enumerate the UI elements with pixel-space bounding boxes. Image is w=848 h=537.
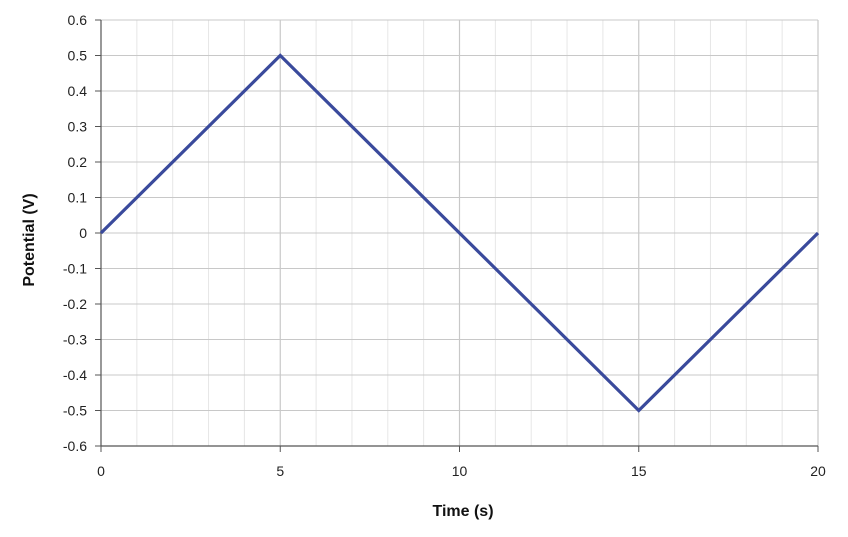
x-tick-labels: 0 5 10 15 20 (97, 463, 826, 479)
x-tick-label: 5 (276, 463, 284, 479)
y-tick-label: 0 (79, 225, 87, 241)
y-tick-label: 0.3 (68, 119, 88, 135)
y-tick-label: 0.1 (68, 190, 88, 206)
y-tick-label: -0.4 (63, 367, 87, 383)
y-tick-label: 0.2 (68, 154, 88, 170)
y-tick-label: 0.5 (68, 48, 88, 64)
y-tick-label: 0.6 (68, 12, 88, 28)
y-tick-label: -0.5 (63, 403, 87, 419)
x-tick-label: 0 (97, 463, 105, 479)
y-tick-label: -0.6 (63, 438, 87, 454)
x-tick-label: 20 (810, 463, 826, 479)
y-axis-title: Potential (V) (21, 193, 38, 286)
y-tick-label: -0.2 (63, 296, 87, 312)
x-tick-label: 10 (452, 463, 468, 479)
x-tick-label: 15 (631, 463, 647, 479)
y-tick-label: -0.1 (63, 261, 87, 277)
y-tick-label: 0.4 (68, 83, 88, 99)
series-line (99, 53, 820, 413)
series-layer (99, 53, 820, 413)
y-tick-labels: 0.6 0.5 0.4 0.3 0.2 0.1 0 -0.1 -0.2 -0.3 -0.4 -0.5 -… (63, 12, 87, 454)
y-tick-label: -0.3 (63, 332, 87, 348)
axes (95, 19, 819, 452)
x-axis-title: Time (s) (432, 503, 493, 520)
